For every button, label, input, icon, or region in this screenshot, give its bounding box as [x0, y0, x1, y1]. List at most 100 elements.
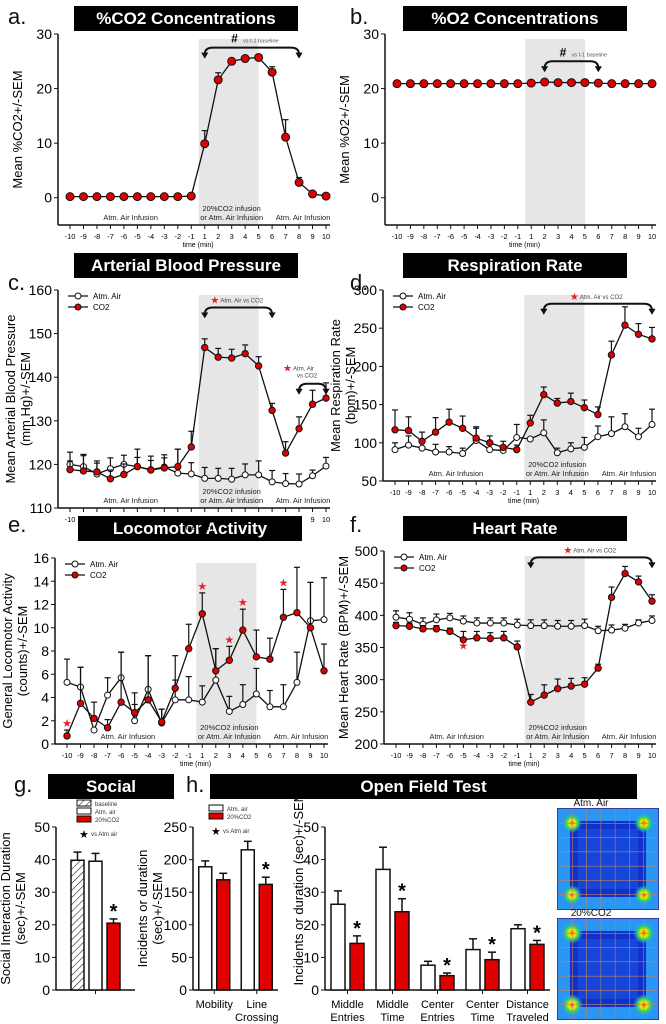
data-point-c-AtmAir	[309, 472, 317, 480]
legend-label-d: CO2	[418, 303, 435, 312]
bar-h2-Atmair	[375, 868, 391, 991]
x-tick-label-e: 3	[227, 751, 231, 760]
y-tick-label-c: 160	[29, 282, 53, 298]
legend-label-c: CO2	[93, 303, 110, 312]
title-bar-f: Heart Rate	[403, 516, 627, 541]
region-label-f: Atm. Air Infusion	[602, 732, 657, 741]
data-point-d-AtmAir	[513, 433, 521, 441]
x-tick-label-c: 9	[310, 515, 314, 524]
significance-asterisk-h1: *	[262, 859, 270, 881]
x-tick-label-a: 3	[230, 232, 234, 241]
x-tick-label-b: -4	[474, 232, 481, 241]
x-tick-label-a: -1	[188, 232, 195, 241]
data-point-d-CO2	[594, 410, 602, 419]
x-tick-label-a: -10	[65, 232, 76, 241]
legend-label-g: 20%CO2	[95, 818, 120, 824]
significance-star-e: ★	[278, 577, 288, 589]
y-tick-label-g: 30	[34, 884, 50, 900]
region-label-e: Atm. Air Infusion	[101, 732, 156, 741]
data-point-e-CO2	[293, 608, 301, 617]
data-point-c-CO2	[106, 475, 115, 483]
y-tick-label-h2: 40	[303, 852, 319, 868]
data-point-c-CO2	[241, 349, 249, 358]
data-point-d-AtmAir	[648, 420, 656, 428]
x-tick-label-f: -1	[514, 751, 521, 760]
x-tick-label-d: 3	[555, 488, 559, 497]
data-point-a-CO2	[321, 191, 331, 201]
x-axis-label-c: time (min)	[182, 525, 213, 532]
y-axis-label-a: Mean %CO2+/-SEM	[10, 70, 25, 188]
y-tick-label-g: 0	[42, 982, 50, 998]
y-tick-label-d: 50	[361, 473, 377, 489]
x-tick-label-e: -5	[131, 751, 138, 760]
data-point-e-AtmAir	[320, 616, 328, 624]
data-point-e-CO2	[266, 655, 274, 663]
y-tick-label-h2: 50	[303, 819, 319, 835]
x-tick-label-c: -7	[107, 515, 114, 524]
x-tick-label-e: -9	[77, 751, 84, 760]
data-point-e-CO2	[306, 624, 315, 632]
panel-label-f: f.	[350, 512, 363, 537]
x-category-label-h2: Entries	[420, 1012, 455, 1024]
annotation-text-b: vs t-1 baseline	[572, 52, 607, 58]
data-point-f-AtmAir	[581, 622, 589, 630]
legend-swatch-h1	[208, 812, 224, 820]
data-point-e-CO2	[239, 626, 247, 634]
data-point-e-AtmAir	[293, 678, 301, 686]
data-point-e-CO2	[198, 610, 206, 618]
data-point-d-AtmAir	[526, 435, 534, 443]
infusion-shade-d	[524, 295, 585, 481]
y-axis-label-b: Mean %O2+/-SEM	[337, 75, 352, 184]
data-point-a-CO2	[132, 192, 142, 202]
legend-label-h1: Atm. air	[227, 807, 248, 813]
y-tick-label-g: 20	[34, 917, 50, 933]
panel-label-c: c.	[8, 270, 26, 295]
bar-h2-20CO2	[529, 943, 545, 991]
data-point-e-CO2	[117, 698, 125, 706]
legend-marker-f	[400, 553, 408, 561]
x-tick-label-f: -7	[433, 751, 440, 760]
significance-star-e: ★	[197, 581, 207, 593]
y-tick-label-a: 10	[36, 135, 52, 151]
x-axis-label-b: time (min)	[509, 242, 540, 249]
data-point-e-AtmAir	[90, 726, 98, 734]
x-tick-label-d: -4	[473, 488, 480, 497]
data-point-b-O2	[580, 78, 590, 88]
data-point-b-O2	[473, 79, 483, 89]
data-point-a-CO2	[65, 192, 75, 202]
bracket-arrow-d	[540, 308, 548, 315]
data-point-e-CO2	[320, 667, 328, 675]
data-point-f-CO2	[419, 625, 427, 633]
data-point-d-CO2	[621, 321, 629, 329]
x-tick-label-d: 6	[596, 488, 600, 497]
data-point-e-AtmAir	[252, 690, 260, 698]
x-tick-label-c: 3	[230, 515, 234, 524]
x-tick-label-e: -10	[62, 751, 73, 760]
x-tick-label-c: -3	[161, 515, 168, 524]
y-tick-label-a: 30	[36, 26, 52, 42]
legend-marker-d	[399, 303, 407, 311]
y-tick-label-f: 200	[355, 736, 379, 752]
data-point-f-AtmAir	[567, 622, 575, 630]
region-label-c: 20%CO2 infusion	[202, 487, 260, 496]
legend-label-e: CO2	[90, 571, 107, 580]
x-category-label-h2: Middle	[376, 999, 408, 1011]
x-tick-label-a: -2	[174, 232, 181, 241]
data-point-d-AtmAir	[553, 449, 561, 457]
x-tick-label-e: -6	[118, 751, 125, 760]
legend-label-g: baseline	[95, 802, 118, 808]
y-tick-label-h1: 50	[171, 949, 187, 965]
legend-star-label-h1: vs Atm air	[223, 829, 249, 835]
x-tick-label-d: 10	[648, 488, 656, 497]
x-tick-label-d: 5	[582, 488, 586, 497]
panel-label-e: e.	[8, 512, 27, 537]
x-tick-label-b: 3	[556, 232, 560, 241]
bar-g-Atmair	[88, 860, 103, 991]
x-tick-label-b: -6	[447, 232, 454, 241]
heatmap-center	[578, 939, 638, 999]
data-point-d-CO2	[553, 399, 562, 407]
y-tick-label-e: 12	[33, 597, 49, 613]
data-point-c-CO2	[174, 462, 182, 471]
bar-h1-Atmair	[240, 849, 255, 991]
x-tick-label-a: -5	[134, 232, 141, 241]
